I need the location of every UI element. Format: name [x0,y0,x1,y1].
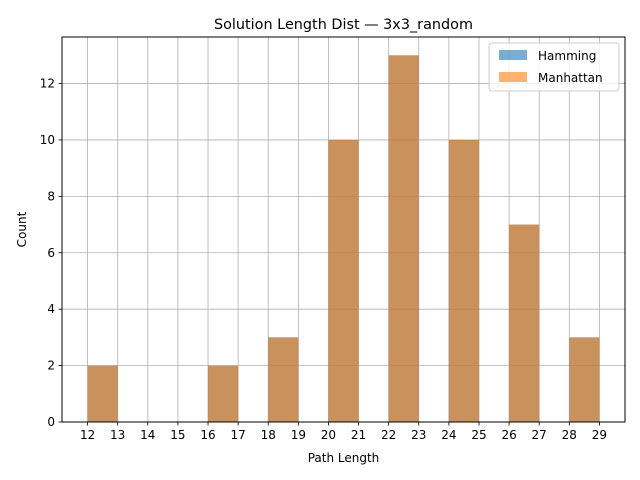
legend-swatch-manhattan [499,72,527,82]
y-tick-label: 12 [40,77,55,91]
x-tick-label: 24 [441,428,456,442]
x-tick-label: 13 [110,428,125,442]
x-tick-label: 29 [592,428,607,442]
y-axis-ticks: 0 2 4 6 8 10 12 [40,77,62,429]
bar-manhattan-16-17 [208,365,239,422]
y-tick-label: 0 [47,415,55,429]
x-tick-label: 22 [381,428,396,442]
y-tick-label: 2 [47,359,55,373]
legend-label-hamming: Hamming [538,49,596,63]
x-tick-label: 23 [411,428,426,442]
x-tick-label: 28 [562,428,577,442]
legend: Hamming Manhattan [488,42,620,92]
bar-manhattan-18-19 [268,337,299,422]
bars-group [87,55,600,422]
bar-manhattan-28-29 [569,337,600,422]
x-tick-label: 20 [321,428,336,442]
y-tick-label: 10 [40,133,55,147]
bar-manhattan-26-27 [509,224,540,422]
legend-swatch-hamming [499,50,527,60]
x-axis-ticks: 12 13 14 15 16 17 18 19 20 21 22 23 24 25 26 27 28 29 [80,422,607,442]
x-tick-label: 16 [200,428,215,442]
y-tick-label: 8 [47,189,55,203]
y-tick-label: 4 [47,302,55,316]
x-tick-label: 12 [80,428,95,442]
x-tick-label: 17 [230,428,245,442]
x-tick-label: 14 [140,428,155,442]
x-tick-label: 26 [501,428,516,442]
x-tick-label: 15 [170,428,185,442]
bar-manhattan-24-25 [448,139,479,422]
legend-label-manhattan: Manhattan [538,71,603,85]
x-tick-label: 18 [261,428,276,442]
bar-manhattan-12-13 [87,365,118,422]
bar-manhattan-22-23 [388,55,419,422]
plot-frame [61,36,626,423]
x-tick-label: 27 [532,428,547,442]
bar-manhattan-20-21 [328,139,359,422]
y-axis-label: Count [15,211,29,247]
x-tick-label: 21 [351,428,366,442]
x-tick-label: 19 [291,428,306,442]
chart-title: Solution Length Dist — 3x3_random [214,17,473,33]
y-tick-label: 6 [47,246,55,260]
x-tick-label: 25 [471,428,486,442]
x-axis-label: Path Length [308,451,380,465]
